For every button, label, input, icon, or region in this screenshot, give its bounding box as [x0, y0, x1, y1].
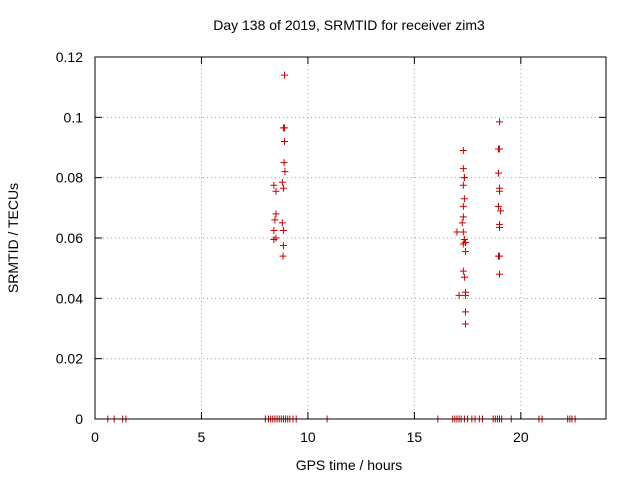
data-point: [496, 223, 504, 231]
data-point: [278, 178, 286, 186]
data-point: [458, 219, 466, 227]
data-point: [494, 202, 502, 210]
data-point: [280, 71, 288, 79]
x-tick-label: 0: [91, 429, 99, 445]
x-tick-label: 10: [300, 429, 316, 445]
axis-ticks: [94, 56, 606, 420]
data-point: [496, 145, 504, 153]
y-tick-label: 0.02: [56, 351, 83, 367]
data-point: [459, 147, 467, 155]
data-point: [459, 240, 467, 248]
x-tick-labels: 0 5 10 15 20: [91, 429, 529, 445]
data-point: [280, 137, 288, 145]
data-point: [497, 207, 505, 215]
data-point: [460, 273, 468, 281]
data-point: [461, 308, 469, 316]
x-tick-label: 15: [407, 429, 423, 445]
data-point: [279, 184, 287, 192]
y-tick-labels: 0 0.02 0.04 0.06 0.08 0.1 0.12: [56, 49, 83, 427]
x-tick-label: 5: [198, 429, 206, 445]
chart-title: Day 138 of 2019, SRMTID for receiver zim…: [213, 17, 485, 33]
y-tick-label: 0.12: [56, 49, 83, 65]
grid-lines: [95, 57, 606, 419]
data-point: [281, 168, 289, 176]
data-point: [455, 291, 463, 299]
data-point: [496, 118, 504, 126]
data-point: [270, 181, 278, 189]
y-tick-label: 0.04: [56, 290, 83, 306]
data-point: [270, 226, 278, 234]
data-point: [496, 270, 504, 278]
data-point: [280, 159, 288, 167]
data-point: [272, 187, 280, 195]
y-tick-label: 0.08: [56, 170, 83, 186]
data-point: [461, 248, 469, 256]
data-point: [459, 165, 467, 173]
data-point: [460, 195, 468, 203]
data-point: [459, 181, 467, 189]
data-point: [279, 226, 287, 234]
data-point: [459, 267, 467, 275]
data-point: [272, 210, 280, 218]
data-point: [496, 187, 504, 195]
y-tick-label: 0: [75, 411, 83, 427]
x-tick-label: 20: [513, 429, 529, 445]
data-point: [459, 213, 467, 221]
data-point: [459, 202, 467, 210]
y-tick-label: 0.1: [64, 109, 84, 125]
data-point: [459, 228, 467, 236]
data-point: [460, 174, 468, 182]
data-points: [104, 71, 579, 423]
y-axis-label: SRMTID / TECUs: [5, 183, 21, 293]
data-point: [278, 219, 286, 227]
data-point: [494, 169, 502, 177]
y-tick-label: 0.06: [56, 230, 83, 246]
data-point: [270, 236, 278, 244]
data-point: [279, 242, 287, 250]
data-point: [496, 252, 504, 260]
data-point: [271, 216, 279, 224]
data-point: [460, 236, 468, 244]
data-point: [461, 291, 469, 299]
data-point: [280, 124, 288, 132]
data-point: [461, 320, 469, 328]
x-axis-label: GPS time / hours: [296, 457, 403, 473]
data-point: [279, 252, 287, 260]
data-point: [453, 228, 461, 236]
